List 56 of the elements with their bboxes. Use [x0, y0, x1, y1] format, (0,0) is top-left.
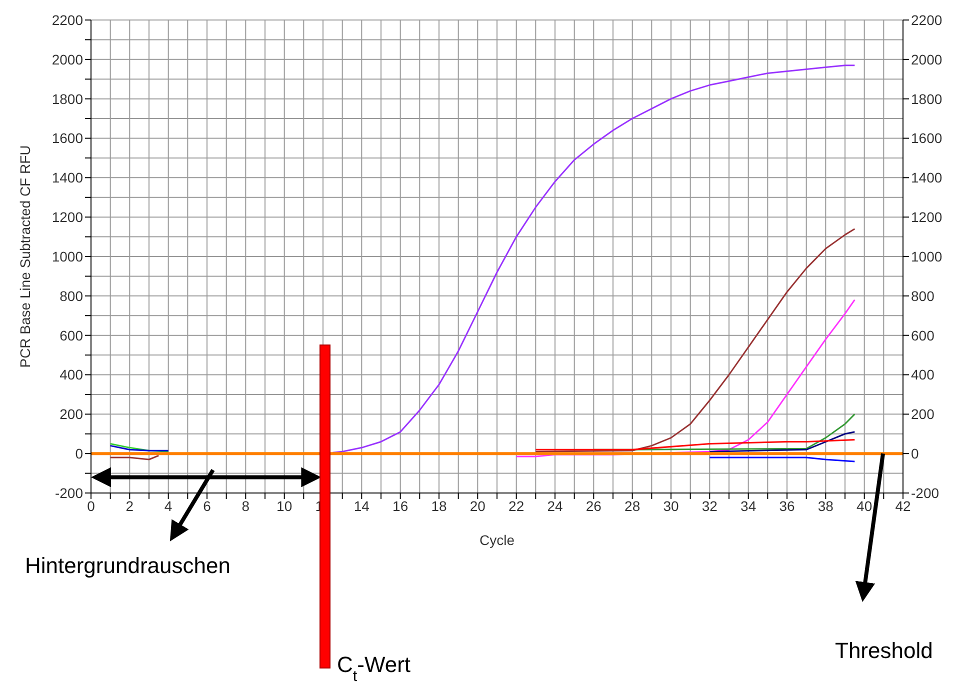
- y-axis-title: PCR Base Line Subtracted CF RFU: [16, 145, 33, 368]
- y2-tick-label: 2000: [911, 51, 942, 68]
- y-tick-label: 200: [60, 406, 84, 422]
- x-tick-label: 30: [663, 498, 679, 514]
- y-tick-label: 1800: [52, 90, 84, 107]
- y-tick-label: 800: [60, 288, 84, 304]
- y-tick-label: -200: [54, 484, 84, 501]
- x-tick-label: 42: [895, 498, 911, 514]
- line-series: [534, 439, 856, 450]
- line-series: [534, 228, 856, 452]
- x-tick-label: 32: [702, 498, 718, 514]
- x-tick-label: 40: [856, 498, 872, 514]
- x-tick-label: 28: [624, 498, 640, 514]
- x-tick-label: 0: [87, 498, 96, 514]
- y2-tick-label: 1800: [911, 90, 942, 107]
- x-tick-label: 34: [740, 498, 756, 514]
- x-tick-label: 8: [242, 498, 250, 514]
- y-tick-label: 0: [75, 446, 84, 462]
- y2-tick-label: 800: [911, 288, 935, 304]
- y-tick-label: 600: [60, 327, 84, 344]
- x-axis-title: Cycle: [479, 532, 515, 548]
- x-tick-label: 4: [164, 498, 172, 514]
- y2-tick-label: 1400: [911, 170, 942, 186]
- y2-tick-label: 2200: [911, 12, 942, 28]
- y2-tick-label: -200: [911, 484, 940, 501]
- y-tick-label: 1600: [52, 130, 84, 146]
- y-tick-label: 2000: [52, 51, 84, 68]
- x-tick-label: 14: [354, 498, 370, 514]
- y2-tick-label: 1000: [911, 248, 942, 264]
- y2-tick-label: 600: [911, 327, 935, 344]
- y-tick-label: 1000: [52, 248, 84, 264]
- x-tick-label: 36: [779, 498, 795, 514]
- x-tick-label: 20: [470, 498, 486, 514]
- x-tick-label: 26: [586, 498, 602, 514]
- y2-tick-label: 1600: [911, 130, 942, 146]
- y2-tick-label: 400: [911, 366, 935, 383]
- x-tick-label: 24: [547, 498, 563, 514]
- x-tick-label: 18: [431, 498, 447, 514]
- x-tick-label: 10: [276, 498, 292, 514]
- text: C$_{t}$-Wert: [337, 652, 411, 684]
- y-tick-label: 400: [60, 366, 84, 383]
- x-tick-label: 38: [818, 498, 834, 514]
- x-tick-label: 22: [508, 498, 524, 514]
- line-series: [332, 64, 856, 454]
- y-tick-label: 1400: [52, 170, 84, 186]
- y-tick-label: 2200: [52, 12, 84, 28]
- x-tick-label: 2: [126, 498, 134, 514]
- y-tick-label: 1200: [52, 209, 84, 226]
- y2-tick-label: 200: [911, 406, 935, 422]
- text: Threshold: [835, 638, 933, 663]
- text: Hintergrundrauschen: [25, 553, 230, 578]
- y2-tick-label: 1200: [911, 209, 942, 226]
- y2-tick-label: 0: [911, 446, 919, 462]
- line-series: [708, 431, 856, 452]
- x-tick-label: 16: [392, 498, 408, 514]
- x-tick-label: 6: [203, 498, 212, 514]
